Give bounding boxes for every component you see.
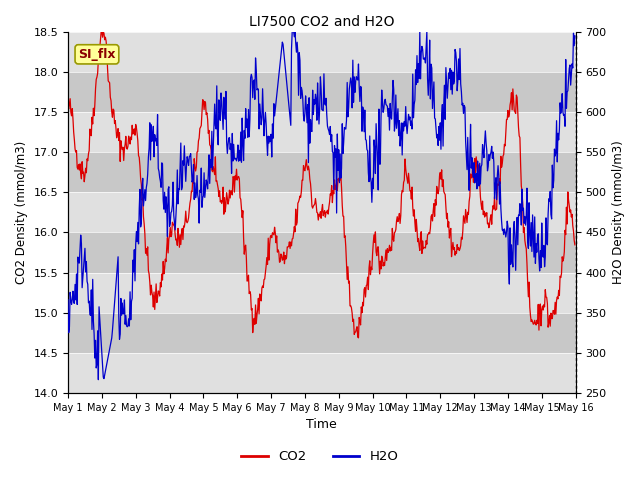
Bar [68, 152, 575, 192]
Text: SI_flx: SI_flx [78, 48, 116, 61]
Y-axis label: H2O Density (mmol/m3): H2O Density (mmol/m3) [612, 141, 625, 284]
Title: LI7500 CO2 and H2O: LI7500 CO2 and H2O [249, 15, 395, 29]
Bar [68, 232, 575, 273]
X-axis label: Time: Time [307, 419, 337, 432]
Bar [68, 72, 575, 112]
Legend: CO2, H2O: CO2, H2O [236, 445, 404, 468]
Y-axis label: CO2 Density (mmol/m3): CO2 Density (mmol/m3) [15, 141, 28, 284]
Bar [68, 313, 575, 353]
